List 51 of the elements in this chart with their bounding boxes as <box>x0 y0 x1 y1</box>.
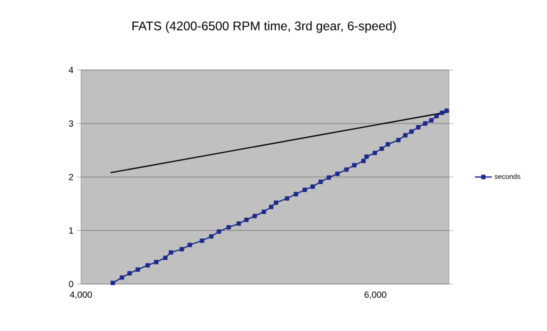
point <box>318 180 323 184</box>
point <box>188 242 192 248</box>
point <box>120 275 124 280</box>
point <box>252 214 257 218</box>
y-tick-label: 2 <box>68 174 74 180</box>
y-tick-label: 1 <box>69 227 74 234</box>
point <box>209 234 214 239</box>
point <box>409 129 414 134</box>
point <box>216 229 222 234</box>
point <box>310 184 315 189</box>
point <box>110 280 115 286</box>
y-tick-label: 3 <box>68 120 74 127</box>
point <box>127 271 132 276</box>
point <box>294 192 298 196</box>
point <box>302 188 307 192</box>
point <box>361 158 366 164</box>
point <box>226 225 231 230</box>
point <box>268 204 274 210</box>
point <box>344 167 349 172</box>
x-tick-label: 6,000 <box>364 291 386 299</box>
point <box>335 172 340 176</box>
point <box>326 175 332 180</box>
point <box>416 125 420 130</box>
x-tick-label: 4,000 <box>70 291 92 299</box>
point <box>364 154 369 159</box>
point <box>284 196 290 201</box>
point <box>444 108 449 113</box>
point <box>168 250 174 255</box>
point <box>434 114 439 118</box>
point <box>145 263 150 268</box>
point <box>386 142 390 147</box>
point <box>380 146 384 151</box>
y-tick-label: 0 <box>68 280 74 288</box>
point <box>403 133 408 138</box>
point <box>136 267 140 272</box>
point <box>274 200 278 205</box>
point <box>440 110 444 115</box>
point <box>180 247 184 252</box>
point <box>262 210 266 214</box>
point <box>236 221 241 226</box>
point <box>244 218 249 222</box>
point <box>422 121 428 126</box>
point <box>396 138 401 142</box>
point <box>352 163 357 168</box>
point <box>154 260 158 264</box>
chart-title: FATS (4200-6500 RPM time, 3rd gear, 6-speed) <box>132 21 396 33</box>
point <box>200 238 204 243</box>
point <box>163 256 168 260</box>
point <box>429 118 434 122</box>
point <box>372 150 378 156</box>
y-tick-label: 4 <box>68 66 74 74</box>
